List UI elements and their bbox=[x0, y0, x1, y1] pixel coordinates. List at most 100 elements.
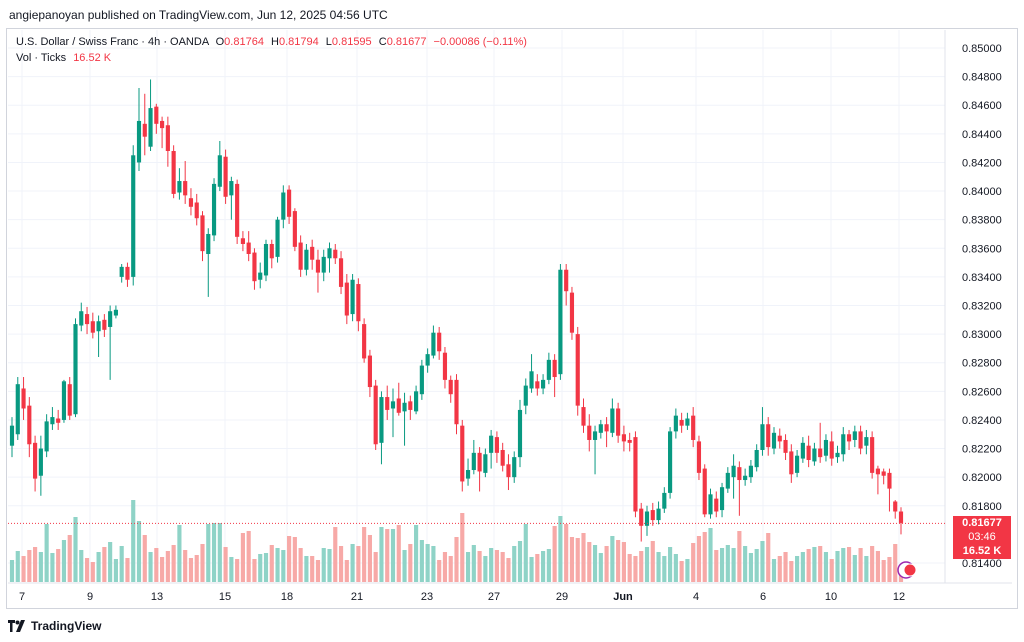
high-value: 0.81794 bbox=[278, 36, 319, 48]
time-tick-label: 9 bbox=[87, 591, 93, 603]
volume-bar bbox=[875, 551, 880, 582]
last-price-tag: 0.81677 bbox=[953, 516, 1011, 531]
candle-body bbox=[287, 189, 292, 217]
candle-body bbox=[875, 468, 880, 475]
candle-body bbox=[858, 431, 863, 449]
tradingview-footer[interactable]: TradingView bbox=[8, 619, 101, 633]
candle-body bbox=[685, 418, 690, 426]
candle-body bbox=[148, 108, 153, 147]
candle-body bbox=[852, 431, 857, 440]
volume-bar bbox=[696, 536, 702, 582]
volume-bar bbox=[15, 551, 20, 582]
volume-bar bbox=[292, 537, 297, 582]
volume-bar bbox=[829, 559, 834, 582]
volume-bar bbox=[564, 524, 569, 582]
volume-bar bbox=[183, 550, 188, 582]
change-value: −0.00086 (−0.11%) bbox=[433, 36, 527, 48]
candle-body bbox=[333, 249, 338, 259]
candle-body bbox=[390, 401, 396, 409]
candle-body bbox=[356, 284, 361, 322]
volume-bar bbox=[754, 549, 759, 582]
volume-bar bbox=[56, 549, 61, 582]
volume-bar bbox=[206, 524, 211, 582]
volume-bar bbox=[512, 546, 517, 582]
volume-bar bbox=[714, 550, 719, 582]
candle-body bbox=[835, 452, 840, 458]
candle-body bbox=[304, 249, 309, 270]
candle-body bbox=[102, 319, 107, 330]
volume-bar bbox=[200, 544, 205, 582]
volume-bar bbox=[893, 544, 898, 582]
candle-body bbox=[679, 419, 684, 426]
time-tick-label: 12 bbox=[893, 591, 905, 603]
candle-body bbox=[56, 418, 61, 423]
volume-bar bbox=[33, 547, 38, 582]
candle-body bbox=[229, 181, 234, 196]
candle-body bbox=[898, 511, 904, 523]
volume-label[interactable]: Vol · Ticks bbox=[16, 52, 67, 64]
candle-body bbox=[575, 334, 580, 406]
volume-bar bbox=[806, 549, 811, 582]
volume-bar bbox=[558, 516, 563, 582]
volume-bar bbox=[362, 527, 367, 582]
price-tick-label: 0.83200 bbox=[962, 301, 1002, 313]
candle-body bbox=[61, 381, 67, 420]
volume-bar bbox=[552, 526, 557, 582]
candle-body bbox=[119, 266, 124, 277]
volume-bar bbox=[535, 554, 540, 582]
price-tick-label: 0.82600 bbox=[962, 386, 1002, 398]
candle-body bbox=[465, 470, 471, 479]
volume-bar bbox=[760, 541, 765, 582]
volume-bar bbox=[188, 558, 194, 582]
volume-bar bbox=[546, 549, 551, 582]
candle-body bbox=[783, 439, 788, 453]
candle-body bbox=[344, 282, 349, 316]
volume-bar bbox=[587, 542, 592, 582]
candle-body bbox=[812, 448, 817, 462]
volume-bar bbox=[841, 548, 846, 582]
candle-body bbox=[338, 258, 344, 287]
volume-bar bbox=[708, 528, 713, 582]
volume-bar bbox=[252, 559, 257, 582]
volume-bar bbox=[500, 552, 505, 582]
volume-bar bbox=[96, 552, 101, 582]
price-tick-label: 0.84600 bbox=[962, 100, 1002, 112]
candle-body bbox=[569, 292, 575, 333]
candle-body bbox=[9, 425, 15, 446]
high-key: H bbox=[271, 36, 279, 48]
time-tick-label: 15 bbox=[219, 591, 231, 603]
volume-bar bbox=[494, 550, 499, 582]
candle-body bbox=[668, 431, 673, 493]
candle-body bbox=[269, 243, 274, 259]
candle-body bbox=[725, 472, 730, 489]
candle-body bbox=[673, 415, 678, 432]
volume-bar bbox=[795, 556, 800, 582]
candle-body bbox=[893, 501, 898, 512]
volume-bar bbox=[258, 554, 263, 582]
chart-frame[interactable] bbox=[6, 28, 1018, 609]
candle-body bbox=[142, 123, 147, 137]
candle-body bbox=[500, 449, 505, 466]
volume-bar bbox=[731, 548, 736, 582]
volume-bar bbox=[367, 535, 372, 582]
volume-bar bbox=[310, 556, 315, 582]
candle-body bbox=[362, 324, 367, 359]
legend-volume-row: Vol · Ticks 16.52 K bbox=[16, 50, 527, 66]
price-tick-label: 0.84400 bbox=[962, 129, 1002, 141]
candle-body bbox=[696, 441, 702, 473]
volume-bar bbox=[541, 551, 546, 582]
candle-body bbox=[206, 233, 211, 254]
volume-bar bbox=[263, 553, 269, 582]
volume-bar bbox=[592, 545, 598, 582]
candle-body bbox=[881, 471, 886, 476]
volume-bar bbox=[846, 547, 852, 582]
candle-body bbox=[258, 272, 263, 280]
candle-body bbox=[541, 379, 546, 389]
volume-bar bbox=[211, 523, 217, 582]
volume-bar bbox=[350, 544, 355, 582]
volume-bar bbox=[581, 533, 586, 582]
symbol-label[interactable]: U.S. Dollar / Swiss Franc · 4h · OANDA bbox=[16, 36, 209, 48]
candle-body bbox=[598, 424, 603, 433]
volume-bar bbox=[414, 525, 419, 582]
